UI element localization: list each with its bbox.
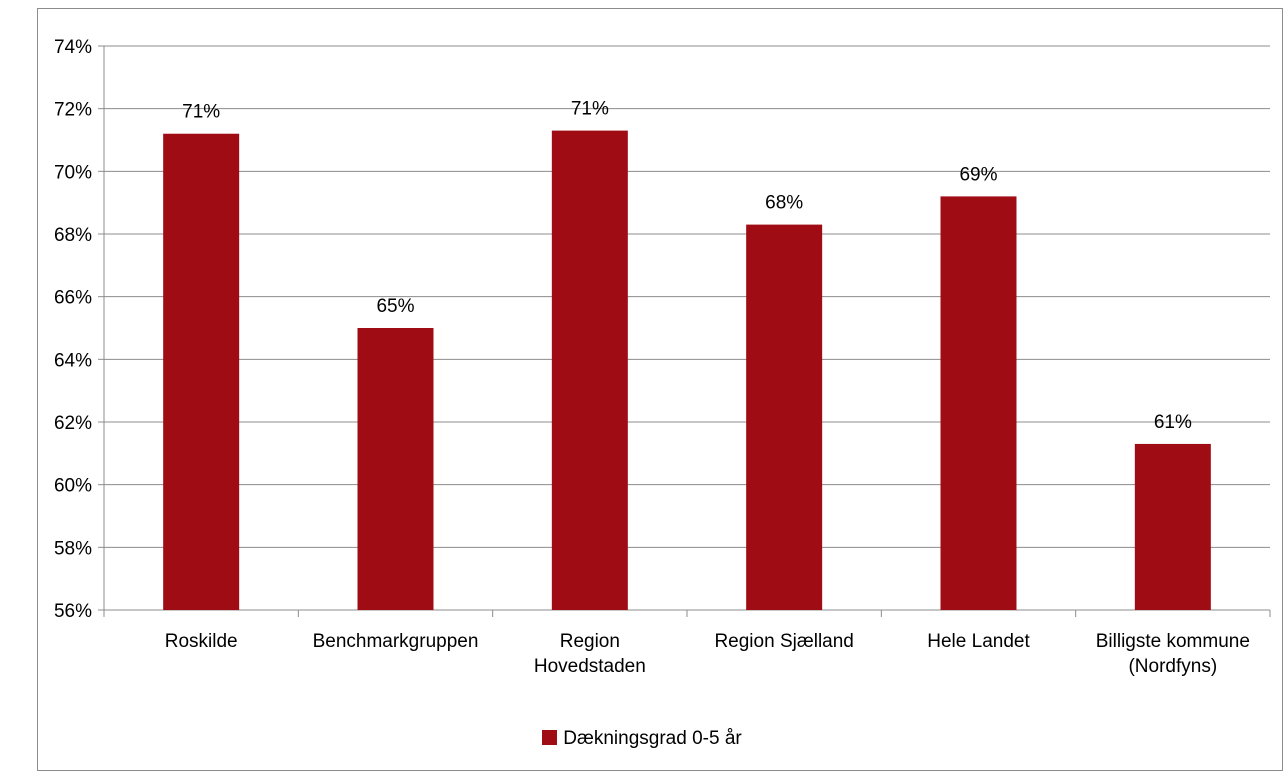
bar bbox=[551, 130, 628, 610]
y-tick-label: 64% bbox=[54, 350, 92, 371]
y-tick-label: 70% bbox=[54, 162, 92, 183]
y-tick-label: 72% bbox=[54, 100, 92, 121]
bar bbox=[940, 196, 1017, 610]
legend-swatch bbox=[542, 730, 558, 745]
data-label: 68% bbox=[765, 193, 803, 214]
x-category-label: Hovedstaden bbox=[534, 656, 646, 677]
x-axis: Roskilde Benchmarkgruppen Region Hovedstade… bbox=[103, 609, 1271, 677]
x-category-label: Region Sjælland bbox=[714, 631, 853, 652]
data-label: 69% bbox=[959, 164, 997, 185]
y-tick-label: 62% bbox=[54, 413, 92, 434]
y-tick-label: 74% bbox=[54, 37, 92, 58]
y-tick-label: 58% bbox=[54, 538, 92, 559]
data-label: 71% bbox=[571, 99, 609, 120]
gridlines bbox=[104, 45, 1270, 548]
data-label: 65% bbox=[376, 296, 414, 317]
bar bbox=[746, 224, 823, 610]
bars bbox=[163, 130, 1211, 610]
bar bbox=[357, 328, 434, 610]
bar bbox=[1134, 443, 1211, 610]
y-tick-label: 68% bbox=[54, 225, 92, 246]
bar bbox=[163, 133, 240, 610]
legend: Dækningsgrad 0-5 år bbox=[0, 728, 1284, 750]
y-tick-label: 66% bbox=[54, 288, 92, 309]
x-category-label: Billigste kommune bbox=[1096, 631, 1250, 652]
chart-frame bbox=[37, 8, 1283, 771]
legend-label: Dækningsgrad 0-5 år bbox=[563, 728, 742, 749]
x-category-label: (Nordfyns) bbox=[1128, 656, 1217, 677]
x-category-label: Roskilde bbox=[165, 631, 238, 652]
x-category-label: Benchmarkgruppen bbox=[313, 631, 479, 652]
y-tick-label: 60% bbox=[54, 476, 92, 497]
data-label: 71% bbox=[182, 102, 220, 123]
x-category-label: Hele Landet bbox=[927, 631, 1030, 652]
x-category-label: Region bbox=[560, 631, 620, 652]
y-tick-label: 56% bbox=[54, 601, 92, 622]
data-label: 61% bbox=[1154, 412, 1192, 433]
data-labels: 71% 65% 71% 68% 69% 61% bbox=[182, 99, 1192, 433]
y-axis: 56% 58% 60% 62% 64% 66% 68% 70% 72% 74% bbox=[54, 37, 105, 622]
